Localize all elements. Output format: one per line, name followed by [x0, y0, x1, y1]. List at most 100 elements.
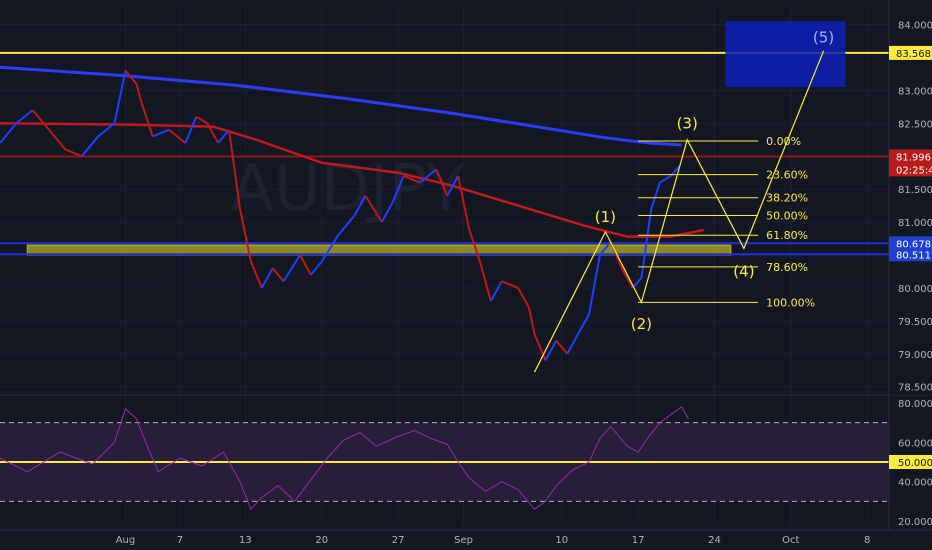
price-segment	[299, 254, 312, 276]
price-segment	[337, 214, 356, 236]
price-segment	[195, 115, 208, 125]
price-segment	[403, 175, 421, 184]
price-segment	[577, 313, 590, 335]
price-tick-label: 79.000	[898, 350, 932, 361]
time-tick-label: Sep	[454, 535, 473, 546]
wave-label: (3)	[677, 114, 698, 132]
price-segment	[446, 175, 460, 197]
price-tick-label: 81.000	[898, 218, 932, 229]
price-segment	[620, 267, 634, 289]
price-tick-label: 81.500	[898, 185, 932, 196]
price-segment	[124, 69, 138, 85]
price-axis-bg	[889, 0, 932, 395]
price-tag-label: 83.568	[896, 49, 931, 60]
rsi-axis: 80.0000 60.0000 40.0000 20.0000 50.0000	[889, 399, 932, 528]
price-tag-label: 80.678	[896, 239, 931, 250]
time-tick-label: 8	[864, 535, 870, 546]
price-segment	[113, 70, 127, 124]
price-segment	[419, 168, 437, 184]
price-segment	[380, 201, 394, 223]
time-tick-label: 20	[315, 535, 328, 546]
fib-level-label: 61.80%	[766, 229, 808, 242]
time-tick-label: 27	[392, 535, 405, 546]
price-segment	[168, 129, 187, 144]
price-tag-label: 80.511	[896, 250, 931, 261]
rsi-midline-tag	[889, 454, 932, 469]
price-segment	[15, 109, 34, 125]
price-segment	[249, 261, 263, 289]
ma-blue-line	[0, 65, 682, 147]
price-segment	[544, 340, 558, 361]
price-tag-bg	[889, 149, 932, 164]
price-segment	[140, 103, 154, 137]
price-segment	[228, 129, 241, 210]
fibonacci-levels: 0.00% 23.60% 38.20% 50.00% 61.80% 78.60% 100.0…	[638, 135, 815, 309]
fib-level-label: 38.20%	[766, 192, 808, 205]
price-segment	[206, 122, 220, 144]
price-tick-label: 82.500	[898, 119, 932, 130]
price-segment	[528, 307, 536, 335]
time-tick-label: 7	[177, 535, 183, 546]
wave-label: (4)	[733, 262, 754, 280]
price-segment	[310, 260, 323, 276]
price-segment	[97, 122, 116, 138]
price-segment	[659, 175, 672, 184]
fib-level-label: 23.60%	[766, 169, 808, 182]
price-segment	[599, 241, 612, 256]
price-segment	[244, 235, 252, 262]
price-segment	[184, 116, 198, 144]
price-segment	[631, 277, 643, 289]
fib-level-label: 50.00%	[766, 209, 808, 222]
rsi-pane	[0, 422, 889, 502]
price-tag-bg	[889, 45, 932, 60]
wave-path	[533, 50, 825, 373]
price-tag-label: 81.996	[896, 152, 931, 163]
fib-level-label: 78.60%	[766, 261, 808, 274]
price-segment	[260, 267, 274, 289]
price-tick-label: 78.500	[898, 383, 932, 394]
wave-label: (5)	[813, 29, 834, 47]
price-segment	[650, 182, 661, 210]
price-segment	[271, 267, 285, 282]
target-box-rect	[725, 21, 846, 88]
fib-level-label: 0.00%	[766, 135, 801, 148]
price-tick-label: 80.000	[898, 284, 932, 295]
price-segment	[65, 148, 83, 158]
price-segment	[555, 339, 568, 355]
price-segment	[533, 333, 547, 361]
price-tick-label: 79.500	[898, 317, 932, 328]
price-segment	[566, 333, 579, 355]
price-segment	[489, 280, 503, 302]
price-segment	[435, 168, 449, 197]
wave-label: (2)	[631, 315, 652, 333]
rsi-tick-label: 20.0000	[898, 517, 932, 528]
time-axis[interactable]: Aug 7 13 20 27 Sep 10 17 24 Oct 8	[0, 529, 932, 546]
price-segment	[152, 128, 170, 138]
price-axis[interactable]: 84.00083.00082.50082.00081.50081.00080.0…	[888, 0, 932, 530]
price-segment	[81, 135, 99, 157]
time-tick-label: 24	[708, 535, 721, 546]
price-segment	[0, 122, 18, 144]
elliott-waves: (1) (2) (3) (4) (5)	[533, 29, 834, 373]
price-tag-bg	[889, 162, 932, 177]
rsi-tick-label: 80.0000	[898, 399, 932, 410]
price-segment	[468, 228, 481, 262]
price-segment	[517, 287, 530, 309]
price-segment	[457, 175, 471, 229]
price-segment	[478, 261, 492, 302]
time-tick-label: Aug	[116, 535, 136, 546]
time-tick-label: 10	[555, 535, 568, 546]
price-tick-label: 83.000	[898, 86, 932, 97]
price-segment	[217, 129, 230, 144]
rsi-tick-label: 40.0000	[898, 478, 932, 489]
price-tag-bg	[889, 247, 932, 262]
fib-level-label: 100.00%	[766, 296, 815, 309]
rsi-line	[0, 406, 689, 511]
price-segment	[588, 254, 601, 315]
rsi-tick-label: 60.0000	[898, 438, 932, 449]
price-segment	[353, 195, 367, 216]
price-tag-bg	[889, 236, 932, 251]
price-segment	[391, 175, 405, 203]
